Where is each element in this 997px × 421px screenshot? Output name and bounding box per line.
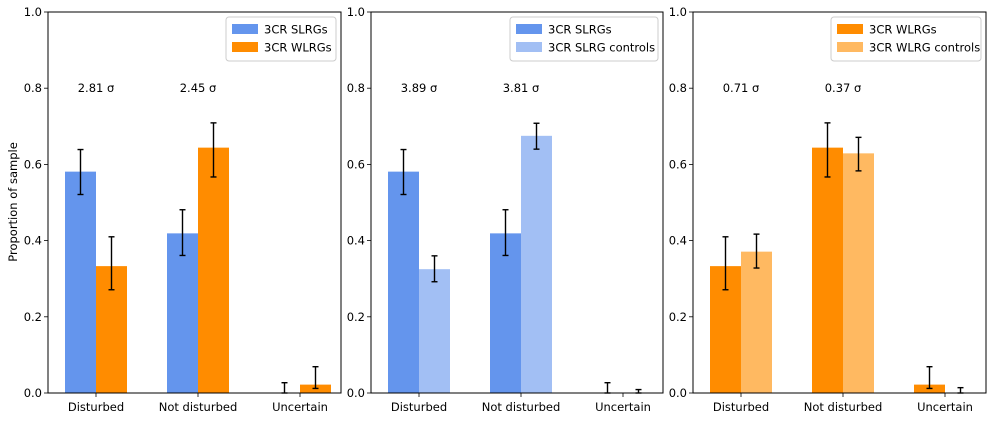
legend-swatch	[837, 24, 863, 34]
y-tick-label: 0.4	[669, 234, 687, 248]
x-tick-label: Disturbed	[68, 400, 124, 414]
legend-entry: 3CR SLRGs	[264, 23, 328, 37]
x-tick-label: Uncertain	[917, 400, 973, 414]
x-tick-label: Uncertain	[272, 400, 328, 414]
axes-frame	[47, 11, 342, 394]
bar-disturbed-series-1	[65, 171, 96, 393]
axes-frame	[692, 11, 987, 394]
y-tick-label: 0.4	[24, 234, 42, 248]
legend-box	[830, 16, 982, 62]
legend-swatch	[837, 42, 863, 52]
legend-swatch	[232, 42, 258, 52]
bar-disturbed-series-2	[741, 251, 772, 393]
bar-not-disturbed-series-2	[843, 153, 874, 393]
x-tick-label: Not disturbed	[804, 400, 883, 414]
legend-box	[509, 16, 659, 62]
legend: 3CR SLRGs 3CR SLRG controls	[509, 16, 659, 62]
y-tick-label: 0.0	[669, 386, 687, 400]
legend-swatch	[232, 24, 258, 34]
bar-not-disturbed-series-1	[490, 233, 521, 393]
bar-disturbed-series-2	[419, 269, 450, 393]
chart-panel-2: Disturbed Not disturbed Uncertain 3.89 σ 3.8…	[347, 5, 664, 414]
legend-entry: 3CR SLRGs	[548, 23, 612, 37]
chart-panel-1: Disturbed Not disturbed Uncertain 2.81 σ 2.4…	[24, 5, 342, 414]
y-tick-label: 0.6	[669, 157, 687, 171]
chart-panel-3: Disturbed Not disturbed Uncertain 0.71 σ 0.3…	[669, 5, 987, 414]
y-tick-label: 0.2	[347, 310, 365, 324]
y-axis-label: Proportion of sample	[6, 142, 20, 262]
legend-swatch	[516, 42, 542, 52]
y-tick-label: 0.6	[24, 157, 42, 171]
significance-annotation: 3.81 σ	[503, 81, 540, 95]
significance-annotation: 2.81 σ	[78, 81, 115, 95]
y-tick-label: 0.2	[669, 310, 687, 324]
x-tick-label: Uncertain	[595, 400, 651, 414]
x-tick-label: Disturbed	[391, 400, 447, 414]
y-tick-label: 0.0	[24, 386, 42, 400]
bar-not-disturbed-series-1	[167, 233, 198, 393]
legend-entry: 3CR WLRG controls	[869, 41, 980, 55]
significance-annotation: 0.71 σ	[723, 81, 760, 95]
legend-entry: 3CR WLRGs	[264, 41, 332, 55]
axes-frame	[370, 11, 664, 394]
x-tick-label: Not disturbed	[482, 400, 561, 414]
y-tick-label: 0.0	[347, 386, 365, 400]
y-tick-label: 1.0	[669, 5, 687, 19]
legend: 3CR WLRGs 3CR WLRG controls	[830, 16, 982, 62]
x-tick-label: Disturbed	[713, 400, 769, 414]
bar-not-disturbed-series-2	[198, 147, 229, 393]
significance-annotation: 0.37 σ	[825, 81, 862, 95]
legend-swatch	[516, 24, 542, 34]
legend: 3CR SLRGs 3CR WLRGs	[225, 16, 337, 62]
significance-annotation: 3.89 σ	[401, 81, 438, 95]
bar-not-disturbed-series-1	[812, 147, 843, 393]
y-tick-label: 0.2	[24, 310, 42, 324]
x-tick-label: Not disturbed	[159, 400, 238, 414]
y-tick-label: 0.8	[347, 81, 365, 95]
y-tick-label: 0.8	[24, 81, 42, 95]
y-tick-label: 1.0	[347, 5, 365, 19]
bar-not-disturbed-series-2	[521, 135, 552, 393]
significance-annotation: 2.45 σ	[180, 81, 217, 95]
y-tick-label: 1.0	[24, 5, 42, 19]
y-tick-label: 0.8	[669, 81, 687, 95]
legend-entry: 3CR WLRGs	[869, 23, 937, 37]
bar-disturbed-series-1	[388, 171, 419, 393]
legend-entry: 3CR SLRG controls	[548, 41, 655, 55]
y-tick-label: 0.4	[347, 234, 365, 248]
y-tick-label: 0.6	[347, 157, 365, 171]
